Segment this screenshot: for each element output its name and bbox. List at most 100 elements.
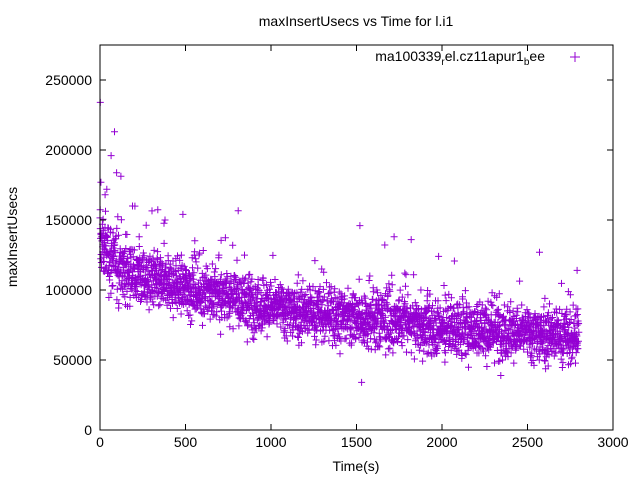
data-point [257, 327, 265, 335]
data-point [156, 301, 164, 309]
data-point [294, 334, 302, 341]
data-point [267, 278, 274, 286]
data-point [208, 260, 216, 268]
data-point [331, 294, 339, 302]
data-point [231, 272, 239, 279]
data-point [148, 257, 155, 265]
data-point [572, 359, 579, 367]
data-point [261, 318, 269, 326]
data-point [376, 343, 384, 351]
data-point [572, 349, 580, 357]
data-point [323, 279, 330, 287]
data-point [356, 222, 364, 230]
data-point [569, 301, 577, 309]
data-point [282, 332, 290, 340]
data-point [401, 269, 409, 277]
data-point [123, 231, 131, 238]
data-point [541, 357, 549, 365]
data-point [526, 323, 533, 331]
data-point [308, 294, 316, 302]
y-axis-ticks: 0 50000 100000 150000 200000 250000 [45, 72, 613, 438]
data-point [172, 272, 180, 280]
data-point [415, 346, 423, 354]
data-point [107, 152, 115, 160]
data-point [110, 262, 118, 270]
data-point [321, 332, 329, 340]
data-point [481, 304, 489, 312]
data-point [280, 328, 288, 336]
data-point [191, 237, 199, 245]
data-point [336, 350, 344, 358]
data-point [459, 309, 467, 317]
data-point [293, 289, 301, 297]
data-point [221, 234, 229, 242]
data-point [278, 285, 286, 293]
legend-label-part: ma100339 [375, 48, 441, 64]
data-point [566, 308, 574, 316]
data-point [283, 337, 291, 345]
data-point [199, 321, 206, 329]
data-point [499, 356, 506, 364]
data-point [451, 319, 459, 326]
data-point [148, 207, 156, 215]
data-point [465, 303, 473, 311]
data-point [465, 363, 472, 371]
data-point [106, 276, 114, 284]
data-point [532, 315, 540, 323]
y-tick-label: 200000 [45, 142, 92, 158]
data-point [442, 297, 450, 305]
data-point [425, 304, 433, 312]
data-point [254, 290, 262, 298]
data-point [316, 292, 324, 300]
data-point [240, 276, 248, 284]
data-point [177, 310, 185, 318]
data-point [179, 291, 187, 299]
data-point [440, 318, 448, 326]
data-point [120, 281, 128, 289]
data-point [312, 336, 320, 344]
data-point [337, 337, 345, 345]
data-point [294, 271, 302, 279]
data-point [435, 252, 443, 260]
data-point [417, 286, 425, 294]
data-point [407, 236, 415, 244]
data-point [150, 246, 158, 254]
data-point [157, 267, 165, 275]
data-point [561, 310, 569, 318]
data-point [284, 285, 292, 293]
data-point [165, 299, 173, 307]
data-point [482, 352, 490, 360]
data-point [342, 334, 350, 342]
data-point [491, 359, 498, 367]
data-point [267, 282, 275, 290]
legend-label-part: el.cz11apur1 [445, 48, 524, 64]
data-point [563, 315, 570, 323]
data-point [507, 298, 515, 306]
data-point [433, 349, 441, 357]
x-tick-label: 0 [96, 434, 104, 450]
data-point [375, 305, 383, 313]
data-point [573, 345, 581, 353]
data-point [365, 277, 373, 284]
data-point [213, 308, 221, 316]
data-point [159, 262, 167, 270]
data-point [429, 302, 436, 310]
data-point [544, 362, 552, 370]
data-point [241, 251, 248, 259]
data-point [137, 298, 144, 305]
data-point [523, 306, 531, 314]
data-point [520, 345, 528, 353]
data-point [197, 299, 205, 306]
data-point [544, 309, 552, 317]
data-point [538, 340, 546, 348]
data-point [541, 294, 549, 302]
data-point [415, 305, 422, 312]
data-point [217, 330, 225, 338]
data-point [396, 286, 404, 294]
data-point [210, 302, 218, 310]
legend-label: ma100339rel.cz11apur1bee [375, 48, 545, 68]
data-point [403, 348, 410, 356]
data-point [504, 353, 512, 361]
data-point [155, 302, 163, 310]
data-point [423, 350, 431, 358]
